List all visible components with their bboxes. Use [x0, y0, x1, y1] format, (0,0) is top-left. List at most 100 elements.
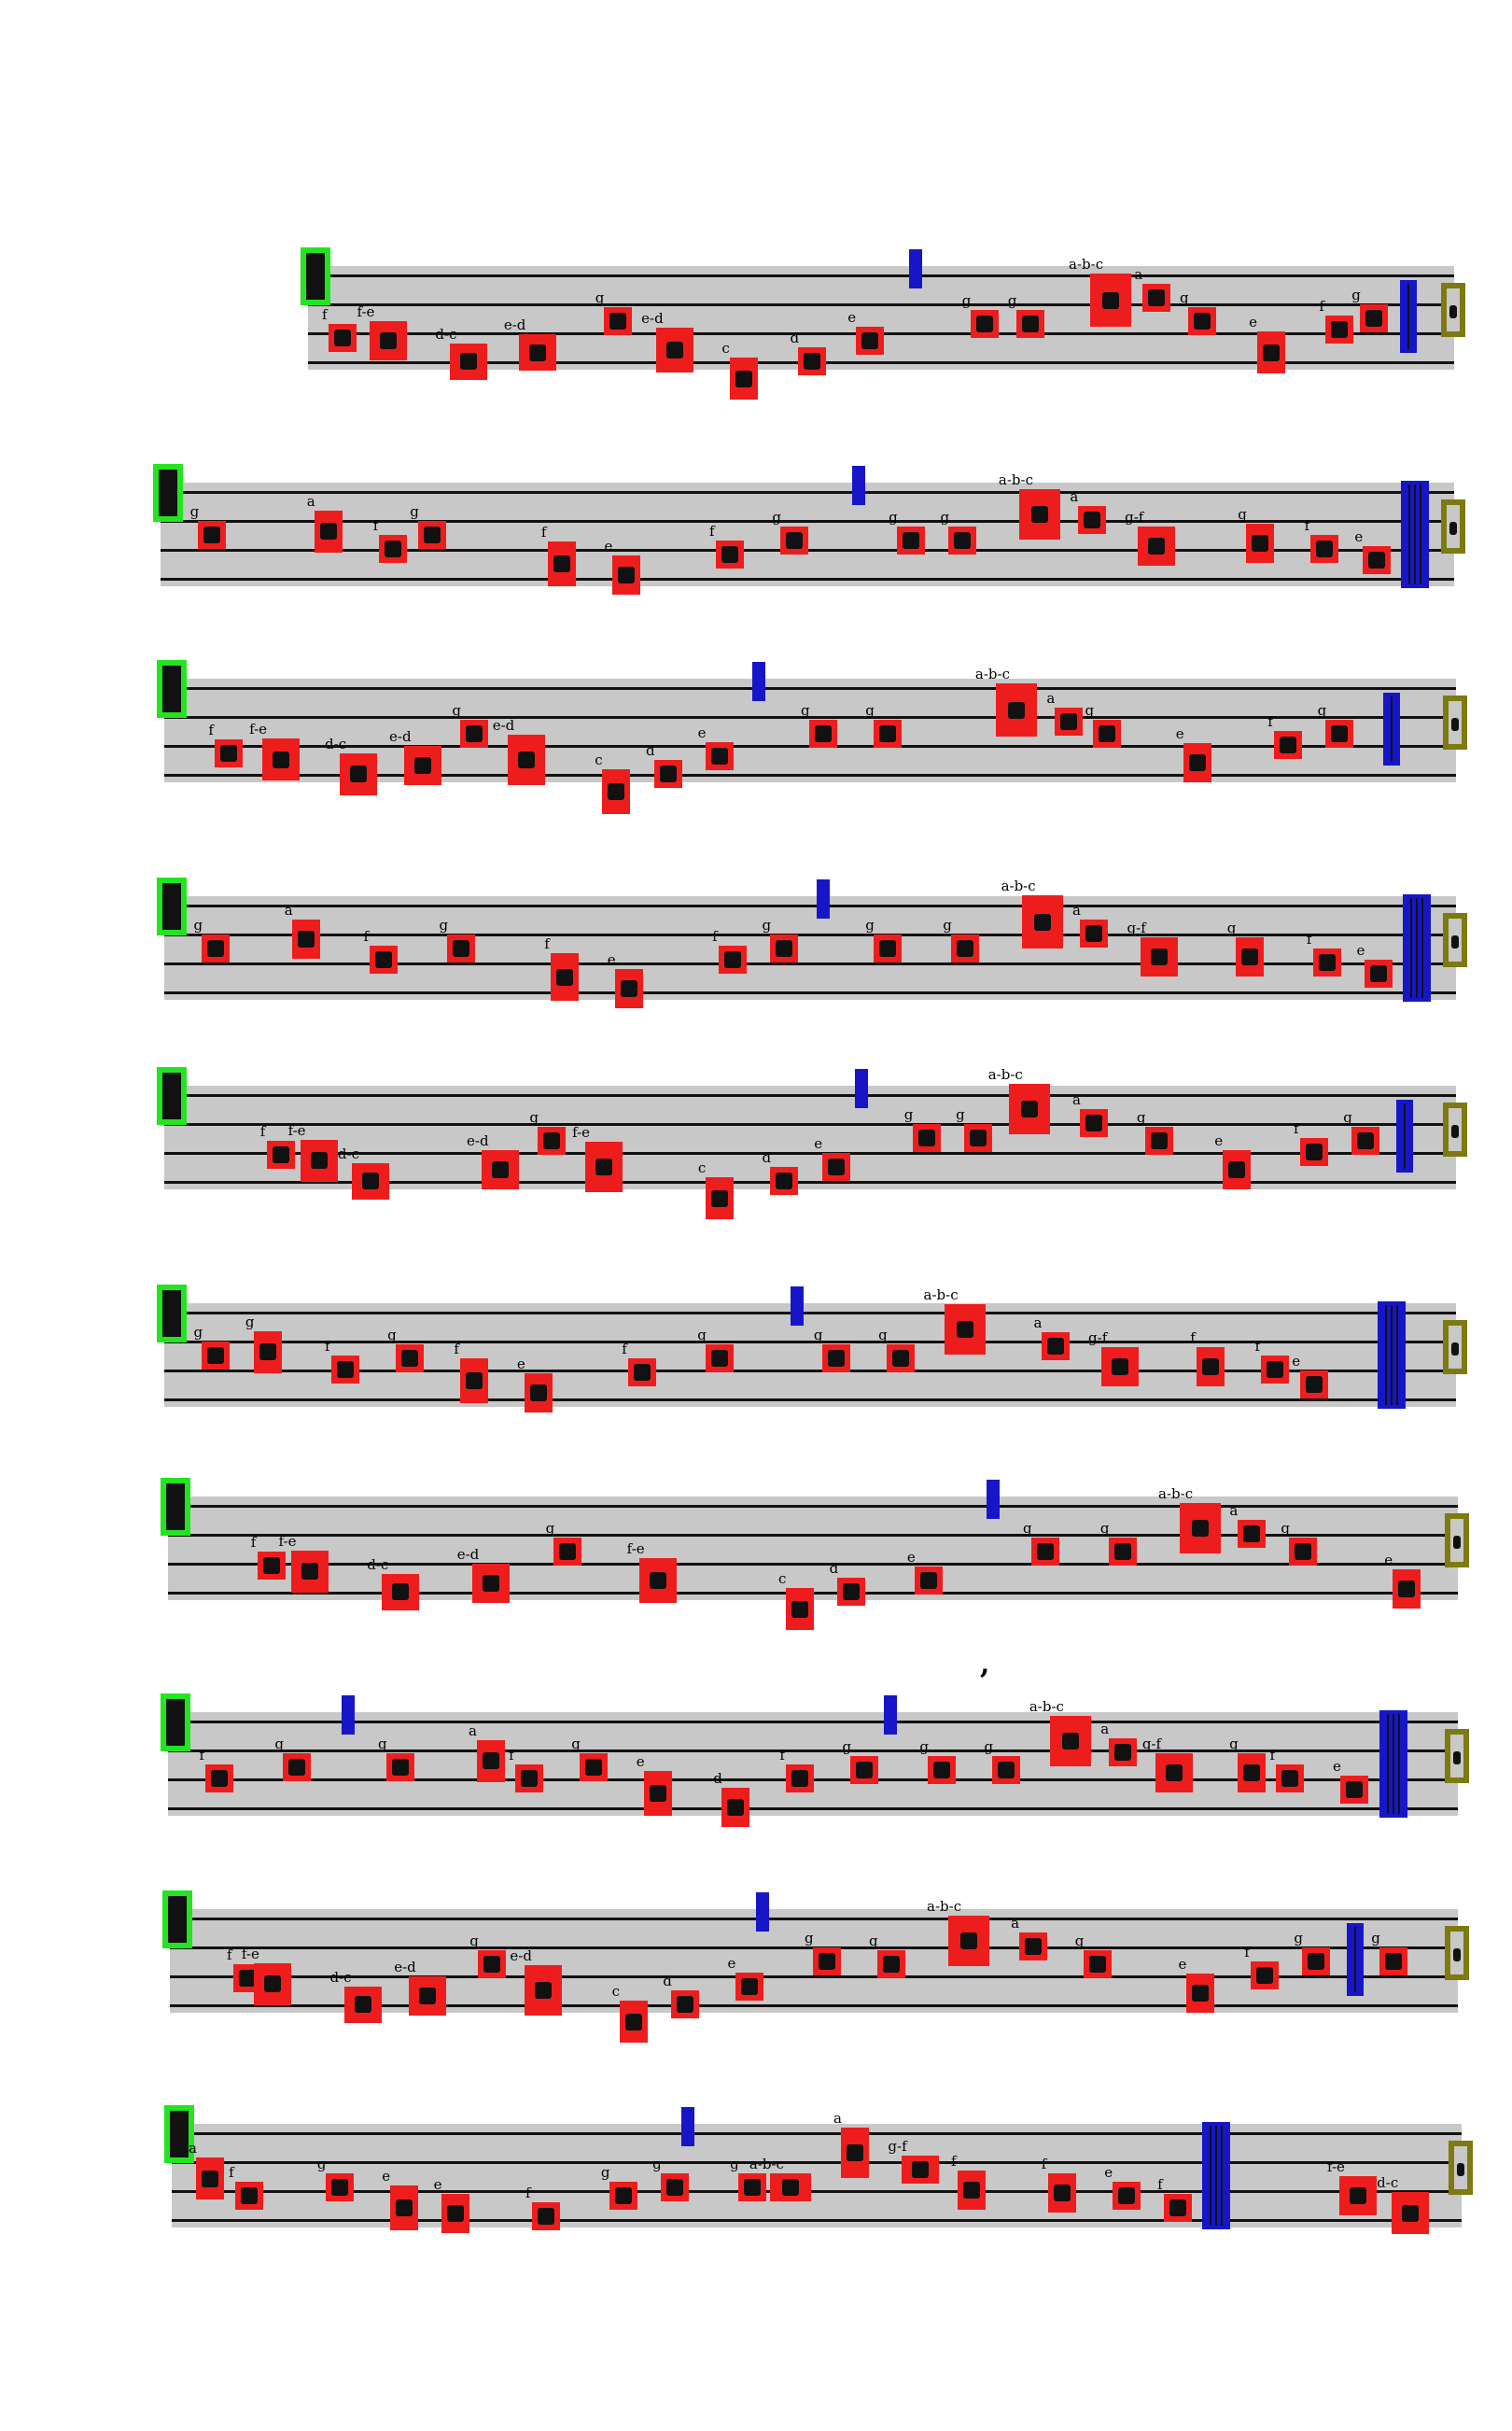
- note-head: [827, 1158, 845, 1175]
- note-head: [735, 370, 752, 387]
- neume-label: g: [697, 1326, 707, 1343]
- note-head: [520, 1770, 538, 1787]
- neume-box: [1299, 1138, 1328, 1166]
- note-head: [954, 531, 972, 549]
- neume-label: e: [847, 309, 857, 327]
- neume-box: [538, 1126, 567, 1155]
- neume-label: g: [193, 1323, 203, 1341]
- neume-label: d: [663, 1973, 672, 1989]
- neume-label: e: [727, 1955, 736, 1973]
- note-head: [711, 1189, 729, 1207]
- note-head: [1280, 737, 1297, 753]
- neume-box: [1360, 303, 1389, 332]
- neume-box: [1022, 895, 1064, 949]
- note-head: [1331, 724, 1349, 742]
- neume-label: g: [956, 1105, 965, 1123]
- neume-label: f: [1190, 1328, 1196, 1346]
- neume-box: [821, 1343, 850, 1372]
- staff-line: [164, 905, 1456, 907]
- neume-box: [254, 1962, 292, 2005]
- neume-box: [283, 1752, 312, 1781]
- note-head: [375, 950, 393, 968]
- neume-label: a-b-c: [987, 1065, 1023, 1083]
- neume-box: [706, 1343, 735, 1372]
- neume-box: [671, 1990, 699, 2018]
- note-head: [1385, 1952, 1402, 1970]
- division-box: [816, 879, 830, 919]
- staff-line: [161, 520, 1454, 523]
- note-head: [272, 751, 289, 768]
- neume-box: [202, 934, 231, 963]
- neume-label: e-d: [389, 727, 412, 745]
- neume-label: g: [1226, 919, 1237, 936]
- staff-line: [170, 1975, 1458, 1978]
- note-head: [400, 1349, 418, 1367]
- neume-label: g: [804, 1929, 814, 1946]
- neume-box: [518, 334, 556, 372]
- note-head: [962, 2182, 980, 2199]
- custos-box: [1443, 913, 1467, 967]
- division-line: [1397, 1714, 1400, 1814]
- neume-box: [1050, 1715, 1092, 1766]
- neume-box: [441, 2193, 470, 2233]
- note-head: [1101, 291, 1119, 309]
- note-head: [1331, 320, 1349, 338]
- neume-box: [476, 1739, 505, 1782]
- neume-box: [1310, 535, 1339, 563]
- staff-line: [168, 1563, 1458, 1566]
- division-line: [1221, 2126, 1224, 2226]
- note-head: [259, 1343, 276, 1361]
- neume-label: a: [469, 1721, 477, 1739]
- note-head: [1085, 925, 1103, 942]
- note-head: [379, 332, 397, 350]
- neume-box: [1340, 1776, 1369, 1805]
- neume-label: g-f: [1088, 1328, 1108, 1346]
- note-head: [262, 1557, 280, 1575]
- note-head: [1053, 2185, 1071, 2202]
- neume-label: f-e: [241, 1945, 259, 1962]
- neume-box: [1237, 1752, 1266, 1792]
- neume-label: e: [1104, 2164, 1113, 2182]
- final-division-box: [1403, 894, 1432, 1002]
- staff-line: [308, 303, 1454, 306]
- neume-label: f: [372, 517, 379, 534]
- final-division-box: [1202, 2122, 1231, 2229]
- neume-box: [1183, 742, 1212, 782]
- note-head: [975, 315, 993, 332]
- neume-label: f: [712, 927, 718, 945]
- neume-label: a: [1046, 690, 1056, 708]
- neume-label: e-d: [503, 316, 526, 334]
- neume-box: [266, 1141, 295, 1170]
- neume-label: g: [245, 1313, 255, 1330]
- neume-box: [1391, 2192, 1429, 2235]
- neume-box: [963, 1123, 992, 1152]
- neume-box: [447, 934, 476, 963]
- note-head: [933, 1761, 951, 1778]
- neume-label: d: [645, 742, 655, 759]
- neume-label: f: [525, 2184, 531, 2201]
- neume-label: a: [188, 2140, 197, 2157]
- neume-box: [1351, 1126, 1380, 1155]
- neume-box: [1379, 1946, 1407, 1975]
- neume-label: d-c: [329, 1968, 352, 1986]
- neume-box: [292, 920, 321, 960]
- neume-box: [896, 526, 925, 555]
- staff-line: [164, 1341, 1456, 1343]
- neume-box: [379, 535, 408, 563]
- custos-mark: [1449, 305, 1457, 318]
- staff-line: [164, 1312, 1456, 1314]
- neume-label: g: [943, 916, 952, 934]
- neume-box: [1101, 1346, 1140, 1386]
- note-head: [1147, 288, 1165, 306]
- division-line: [1384, 1305, 1387, 1405]
- note-head: [1148, 537, 1166, 555]
- neume-box: [1163, 2193, 1192, 2222]
- neume-box: [261, 738, 300, 780]
- neume-label: g: [387, 1326, 397, 1343]
- neume-box: [718, 945, 747, 974]
- neume-label: f: [324, 1338, 330, 1355]
- neume-label: a-b-c: [1001, 878, 1036, 895]
- neume-label: g: [919, 1737, 929, 1755]
- note-head: [1099, 724, 1116, 742]
- neume-box: [850, 1755, 879, 1784]
